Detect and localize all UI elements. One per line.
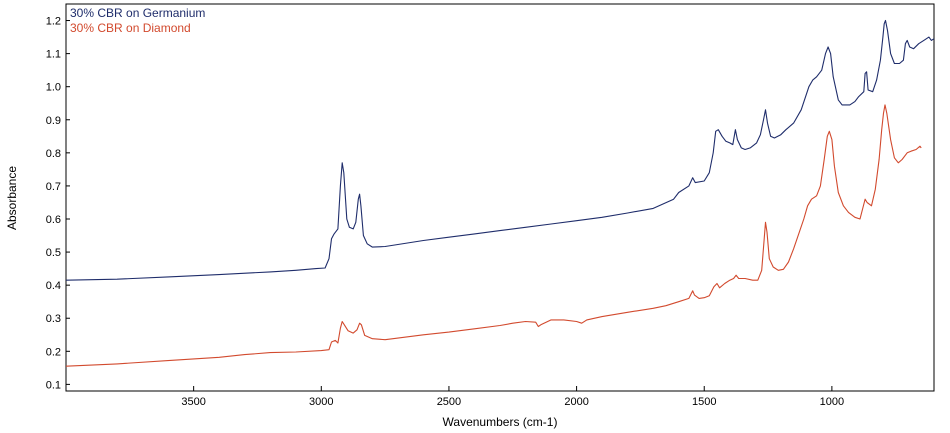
y-tick-label: 0.4 [46,280,61,292]
legend-entry-2: 30% CBR on Diamond [70,21,191,35]
x-tick-label: 1000 [820,396,844,408]
y-tick-label: 1.1 [46,49,61,61]
y-tick-label: 0.9 [46,115,61,127]
y-tick-label: 0.8 [46,148,61,160]
y-tick-label: 0.6 [46,214,61,226]
y-tick-label: 0.7 [46,181,61,193]
x-tick-label: 3500 [181,396,205,408]
series-layer [65,19,935,367]
series-line-2 [65,104,922,367]
x-axis-title: Wavenumbers (cm-1) [443,415,558,429]
y-tick-label: 0.5 [46,247,61,259]
y-tick-label: 0.3 [46,313,61,325]
y-axis-ticks: 0.1 0.2 0.3 0.4 0.5 0.6 0.7 0.8 0.9 1.0 1.1 1.2 [46,16,70,391]
x-tick-label: 1500 [692,396,716,408]
y-tick-label: 0.2 [46,346,61,358]
x-tick-label: 3000 [309,396,333,408]
y-tick-label: 0.1 [46,379,61,391]
x-axis-ticks: 3500 3000 2500 2000 1500 1000 [181,386,844,408]
y-axis-title: Absorbance [5,166,19,230]
x-tick-label: 2000 [564,396,588,408]
y-tick-label: 1.2 [46,16,61,28]
x-tick-label: 2500 [437,396,461,408]
plot-frame [65,3,935,392]
series-line-1 [65,19,935,281]
y-tick-label: 1.0 [46,82,61,94]
legend-entry-1: 30% CBR on Germanium [70,6,205,20]
